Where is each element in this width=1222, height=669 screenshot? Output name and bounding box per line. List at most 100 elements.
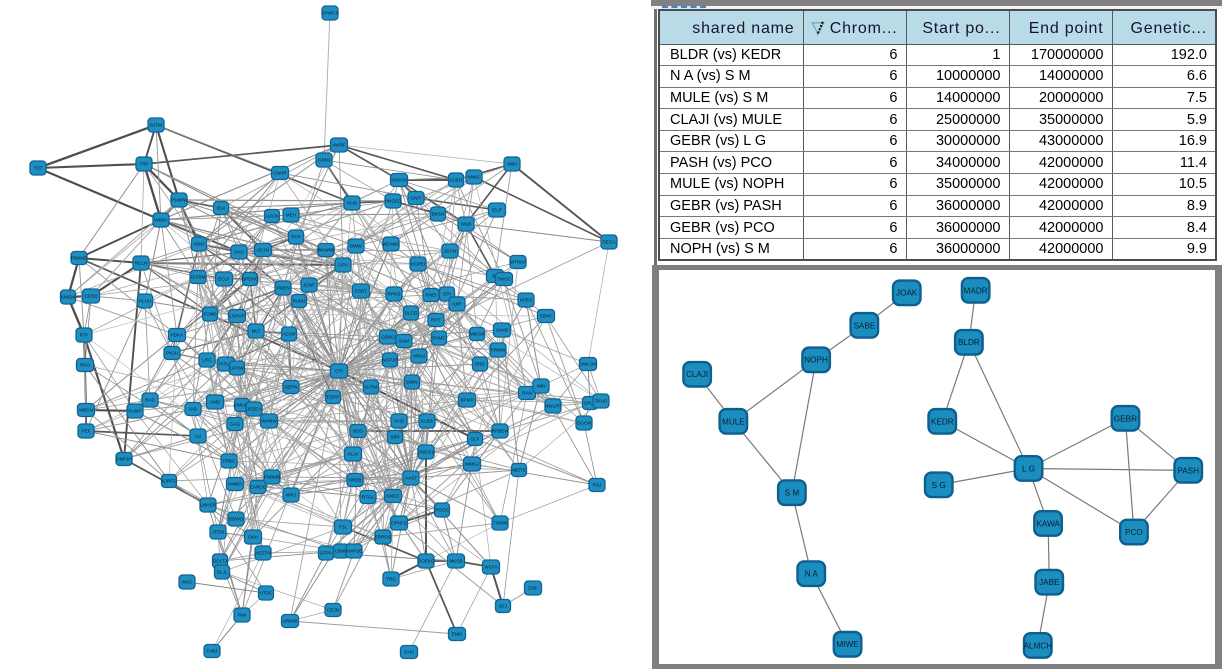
svg-text:ISMJ: ISMJ — [194, 242, 204, 247]
svg-text:CEJN: CEJN — [327, 608, 339, 613]
svg-text:WBPA: WBPA — [154, 218, 168, 223]
svg-text:MULE: MULE — [722, 417, 745, 426]
svg-text:MERS: MERS — [512, 468, 525, 473]
svg-text:GBWJ: GBWJ — [381, 335, 394, 340]
svg-text:PNJU: PNJU — [166, 351, 178, 356]
svg-text:ERRDG: ERRDG — [375, 535, 392, 540]
svg-text:WMGJ: WMGJ — [465, 462, 479, 467]
svg-text:L G: L G — [1022, 464, 1035, 473]
svg-text:WEAMG: WEAMG — [382, 242, 400, 247]
svg-text:ENKI: ENKI — [452, 632, 463, 637]
svg-text:IEAI: IEAI — [217, 206, 226, 211]
svg-text:DBWD: DBWD — [229, 517, 244, 522]
svg-text:KLAI: KLAI — [348, 452, 358, 457]
svg-text:DLCG: DLCG — [405, 311, 418, 316]
svg-text:OKH: OKH — [248, 535, 258, 540]
svg-text:KOPEI: KOPEI — [411, 262, 425, 267]
svg-text:EOPP: EOPP — [327, 395, 340, 400]
svg-text:IJCHJ: IJCHJ — [257, 248, 270, 253]
svg-text:ONIT: ONIT — [411, 196, 422, 201]
svg-text:SABE: SABE — [853, 321, 875, 330]
svg-text:AMD: AMD — [210, 400, 221, 405]
svg-text:MLT: MLT — [252, 329, 261, 334]
svg-text:FHMC: FHMC — [432, 336, 446, 341]
svg-text:DEGA: DEGA — [602, 240, 616, 245]
svg-text:UFNW: UFNW — [230, 366, 244, 371]
svg-text:OUIKF: OUIKF — [128, 409, 142, 414]
svg-text:LOEH: LOEH — [450, 178, 463, 183]
svg-text:SHO: SHO — [234, 250, 244, 255]
svg-text:RKO: RKO — [80, 363, 90, 368]
svg-text:WRJ: WRJ — [286, 493, 296, 498]
svg-text:SUM: SUM — [399, 339, 409, 344]
svg-text:GPWCS: GPWCS — [321, 11, 338, 16]
svg-text:GFPA: GFPA — [320, 551, 333, 556]
svg-text:DDLTJ: DDLTJ — [213, 559, 227, 564]
svg-text:GHU: GHU — [404, 650, 414, 655]
svg-text:WSC: WSC — [182, 580, 193, 585]
svg-text:NWLPF: NWLPF — [545, 404, 561, 409]
svg-text:KEDR: KEDR — [931, 417, 954, 426]
svg-text:DNPJH: DNPJH — [116, 457, 131, 462]
svg-text:WHNW: WHNW — [261, 419, 277, 424]
svg-text:JABE: JABE — [1039, 578, 1060, 587]
svg-text:GPLO: GPLO — [584, 401, 597, 406]
svg-text:PMEN: PMEN — [276, 286, 289, 291]
svg-text:RAD: RAD — [145, 398, 155, 403]
svg-text:LWHER: LWHER — [200, 503, 217, 508]
svg-text:IWN: IWN — [537, 384, 546, 389]
svg-text:ALI: ALI — [195, 434, 202, 439]
svg-text:MIWE: MIWE — [836, 640, 859, 649]
svg-text:S M: S M — [785, 489, 800, 498]
svg-text:TWOC: TWOC — [497, 277, 512, 282]
svg-text:CWJR: CWJR — [273, 171, 287, 176]
svg-text:CDSB: CDSB — [85, 294, 98, 299]
svg-text:TKUO: TKUO — [595, 399, 608, 404]
svg-text:AAST: AAST — [405, 476, 417, 481]
svg-text:LSPOP: LSPOP — [229, 314, 244, 319]
svg-text:HTOC: HTOC — [260, 591, 274, 596]
svg-text:OPNFE: OPNFE — [391, 521, 407, 526]
svg-text:PLUU: PLUU — [139, 299, 151, 304]
svg-text:RNEI: RNEI — [426, 293, 437, 298]
svg-text:IUIR: IUIR — [452, 302, 462, 307]
svg-text:S G: S G — [932, 481, 946, 490]
svg-text:NNKC: NNKC — [467, 175, 481, 180]
svg-text:RCLN: RCLN — [135, 261, 148, 266]
svg-text:BJTM: BJTM — [150, 123, 162, 128]
svg-text:DGON: DGON — [577, 421, 591, 426]
svg-text:FSL: FSL — [339, 525, 348, 530]
svg-text:MBCN: MBCN — [79, 408, 93, 413]
svg-text:DWN: DWN — [407, 380, 418, 385]
svg-text:RTF: RTF — [80, 333, 89, 338]
svg-text:FNBMB: FNBMB — [264, 475, 280, 480]
svg-text:FABJ: FABJ — [207, 649, 218, 654]
svg-text:ESBT: ESBT — [355, 289, 367, 294]
svg-text:IELP: IELP — [492, 208, 502, 213]
svg-text:ALMCH: ALMCH — [1023, 641, 1052, 650]
svg-text:UID: UID — [189, 407, 198, 412]
svg-text:MEH: MEH — [286, 213, 296, 218]
svg-text:OTI: OTI — [335, 369, 343, 374]
svg-text:RTGL: RTGL — [362, 495, 375, 500]
svg-text:NOPH: NOPH — [804, 356, 828, 365]
svg-text:JWFI: JWFI — [507, 162, 518, 167]
svg-text:NNNO: NNNO — [228, 482, 242, 487]
svg-text:DKSN: DKSN — [432, 212, 445, 217]
svg-text:RITT: RITT — [431, 318, 441, 323]
svg-text:UJCN: UJCN — [266, 214, 278, 219]
svg-text:BLDR: BLDR — [958, 338, 980, 347]
svg-text:BWW: BWW — [350, 244, 362, 249]
svg-text:OEPN: OEPN — [284, 385, 297, 390]
svg-text:GIFBM: GIFBM — [191, 275, 206, 280]
svg-text:PGOC: PGOC — [435, 508, 449, 513]
svg-text:PDKA: PDKA — [171, 333, 184, 338]
svg-text:GEBR: GEBR — [1114, 414, 1137, 423]
svg-text:KMPUE: KMPUE — [346, 549, 362, 554]
svg-text:EARCC: EARCC — [250, 485, 267, 490]
svg-text:GJTM: GJTM — [365, 385, 378, 390]
svg-text:GAG: GAG — [230, 422, 241, 427]
svg-text:TRG: TRG — [386, 577, 396, 582]
svg-text:CBNP: CBNP — [335, 549, 348, 554]
svg-text:IWSUN: IWSUN — [391, 178, 406, 183]
